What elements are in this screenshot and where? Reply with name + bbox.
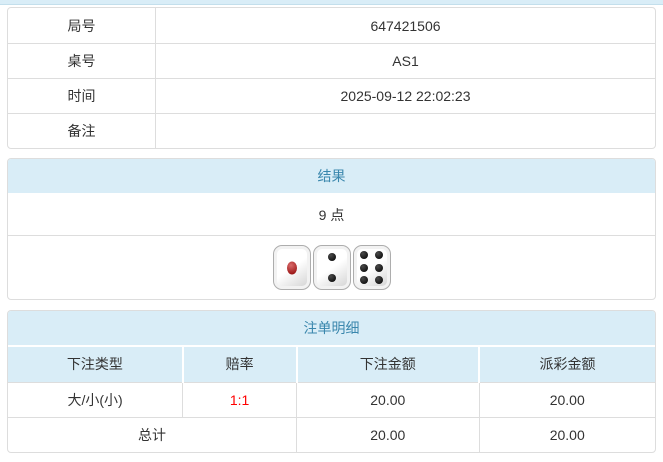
bet-type-cell: 大/小(小) [8, 382, 184, 418]
payout-amount-cell: 20.00 [479, 382, 655, 418]
die-1 [272, 245, 311, 290]
total-row: 总计 20.00 20.00 [8, 417, 655, 452]
black-pip [327, 253, 336, 262]
round-number-label: 局号 [8, 8, 156, 43]
info-row-table: 桌号 AS1 [8, 43, 655, 78]
odds-cell: 1:1 [182, 382, 298, 418]
round-number-value: 647421506 [370, 17, 441, 34]
bets-header-row: 下注类型 赔率 下注金额 派彩金额 [8, 347, 655, 383]
time-label: 时间 [8, 79, 156, 113]
table-number-value: AS1 [392, 53, 419, 69]
col-header-odds: 赔率 [182, 347, 298, 383]
info-row-round: 局号 647421506 [8, 8, 655, 43]
col-header-bet-type: 下注类型 [8, 347, 184, 383]
dice-row [8, 235, 655, 299]
result-points: 9 点 [318, 207, 345, 223]
info-row-time: 时间 2025-09-12 22:02:23 [8, 78, 655, 113]
result-header: 结果 [8, 159, 655, 195]
red-pip [286, 261, 297, 274]
info-row-remark: 备注 [8, 113, 655, 148]
game-info-panel: 局号 647421506 桌号 AS1 时间 2025-09-12 22:02:… [7, 7, 656, 149]
bets-table: 下注类型 赔率 下注金额 派彩金额 大/小(小) 1:1 20.00 20.00… [8, 347, 655, 452]
remark-label: 备注 [8, 114, 156, 148]
black-pip [374, 251, 383, 260]
total-label-cell: 总计 [8, 417, 298, 452]
total-payout-amount-cell: 20.00 [549, 426, 585, 443]
black-pip [374, 263, 383, 272]
die-2 [312, 245, 351, 290]
black-pip [374, 275, 383, 284]
black-pip [327, 273, 336, 282]
remark-value [156, 114, 655, 148]
col-header-payout-amount: 派彩金额 [479, 347, 655, 383]
black-pip [360, 251, 369, 260]
total-bet-amount-cell: 20.00 [296, 417, 480, 452]
black-pip [360, 275, 369, 284]
bet-amount-cell: 20.00 [296, 382, 480, 418]
bet-row: 大/小(小) 1:1 20.00 20.00 [8, 382, 655, 418]
top-strip [0, 0, 663, 5]
result-panel: 结果 9 点 [7, 158, 656, 300]
die-6 [352, 245, 391, 290]
black-pip [360, 263, 369, 272]
time-value: 2025-09-12 22:02:23 [340, 88, 471, 104]
col-header-bet-amount: 下注金额 [296, 347, 481, 383]
table-number-label: 桌号 [8, 44, 156, 78]
bet-details-header: 注单明细 [8, 311, 655, 347]
bet-details-panel: 注单明细 下注类型 赔率 下注金额 派彩金额 大/小(小) 1:1 20.00 … [7, 310, 656, 453]
